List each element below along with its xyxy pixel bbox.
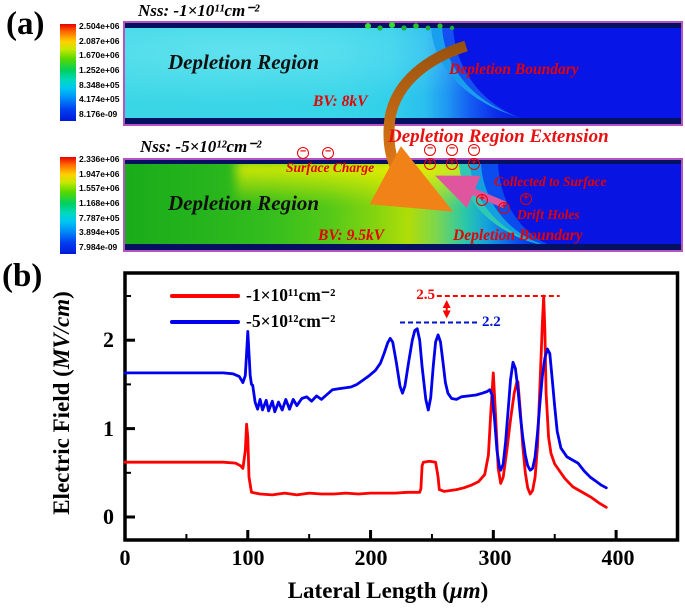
x-axis-label-units: μm [449,578,481,603]
colorbar-label: 8.348e+05 [79,79,120,90]
circled-minus-icon: − [468,144,480,156]
surface-charge-label: Surface Charge [286,160,375,175]
annotation-2-5: 2.5 [416,287,435,303]
x-axis-label-text: Lateral Length ( [287,578,450,603]
x-tick-400: 400 [601,545,635,570]
series-curve [123,327,608,490]
legend-line-red [170,294,240,298]
colorbar-label: 7.984e-09 [79,241,118,252]
y-tick-2: 2 [103,327,114,352]
circled-plus-icon: + [498,202,510,214]
depletion-region-extension-label: Depletion Region Extension [388,126,609,147]
circled-minus-icon: − [446,144,458,156]
top-map-title: Nss: -1×10¹¹cm⁻² [138,1,260,20]
bottom-electrode-strip [125,118,681,124]
collected-to-surface-label: Collected to Surface [494,174,607,189]
panel-b-label: (b) [2,258,43,294]
circled-plus-icon: + [476,194,488,206]
circled-minus-icon: − [297,147,309,159]
circled-plus-icon: + [468,158,480,170]
colorbar-label: 2.336e+06 [79,154,120,164]
depletion-region-label-top: Depletion Region [168,50,320,74]
legend-label-blue: -5×10¹²cm⁻² [246,311,336,331]
y-axis-label: Electric Field (MV/cm) [49,263,75,543]
x-tick-300: 300 [478,545,512,570]
colorbar-label: 2.504e+06 [79,21,120,31]
bottom-map-title: Nss: -5×10¹²cm⁻² [140,137,262,156]
colorbar-label: 4.174e+05 [79,94,120,105]
colorbar-label: 8.176e-09 [79,108,118,119]
circled-plus-icon: + [424,158,436,170]
top-electrode-strip [125,23,681,28]
plot-frame [123,271,680,542]
depletion-boundary-label-bottom: Depletion Boundary [453,227,583,244]
x-tick-0: 0 [119,545,131,570]
panel-a-label: (a) [6,6,45,42]
colorbar-label: 1.557e+06 [79,183,120,194]
colorbar-top [60,24,76,121]
circled-plus-icon: + [520,193,532,205]
y-axis-label-units: MV/cm [49,298,74,370]
x-tick-200: 200 [354,545,388,570]
annotation-2-2: 2.2 [482,314,501,330]
x-tick-100: 100 [231,545,265,570]
y-tick-0: 0 [103,504,114,529]
bottom-electrode-strip [125,244,681,250]
colorbar-bottom-labels: 2.336e+06 1.947e+06 1.557e+06 1.168e+06 … [79,155,119,252]
legend-label-red: -1×10¹¹cm⁻² [246,285,336,305]
colorbar-label: 2.087e+06 [79,35,120,46]
colorbar-label: 1.947e+06 [79,168,120,179]
arrow-head-down-icon [442,310,451,319]
x-axis-label-close: ) [480,578,489,603]
bv-label-top: BV: 8kV [313,93,368,110]
colorbar-top-labels: 2.504e+06 2.087e+06 1.670e+06 1.252e+06 … [79,22,119,119]
colorbar-bottom [60,157,76,254]
depletion-region-label-bottom: Depletion Region [168,191,320,215]
y-axis-label-text: Electric Field ( [49,369,74,515]
series-curve [123,294,608,509]
y-axis-label-close: ) [49,291,74,299]
circled-minus-icon: − [424,144,436,156]
colorbar-label: 1.252e+06 [79,64,120,75]
circled-plus-icon: + [446,158,458,170]
colorbar-label: 1.168e+06 [79,197,120,208]
colorbar-label: 3.894e+05 [79,227,120,238]
colorbar-label: 7.787e+05 [79,212,120,223]
legend-line-blue [170,320,240,324]
drift-holes-label: Drift Holes [517,207,580,222]
circled-minus-icon: − [322,147,334,159]
x-axis-label: Lateral Length (μm) [228,578,548,604]
colorbar-label: 1.670e+06 [79,50,120,61]
top-electrode-strip [125,160,681,164]
arrow-head-up-icon [442,299,451,308]
bv-label-bottom: BV: 9.5kV [318,227,385,244]
y-tick-1: 1 [103,416,114,441]
depletion-boundary-label-top: Depletion Boundary [449,61,579,78]
